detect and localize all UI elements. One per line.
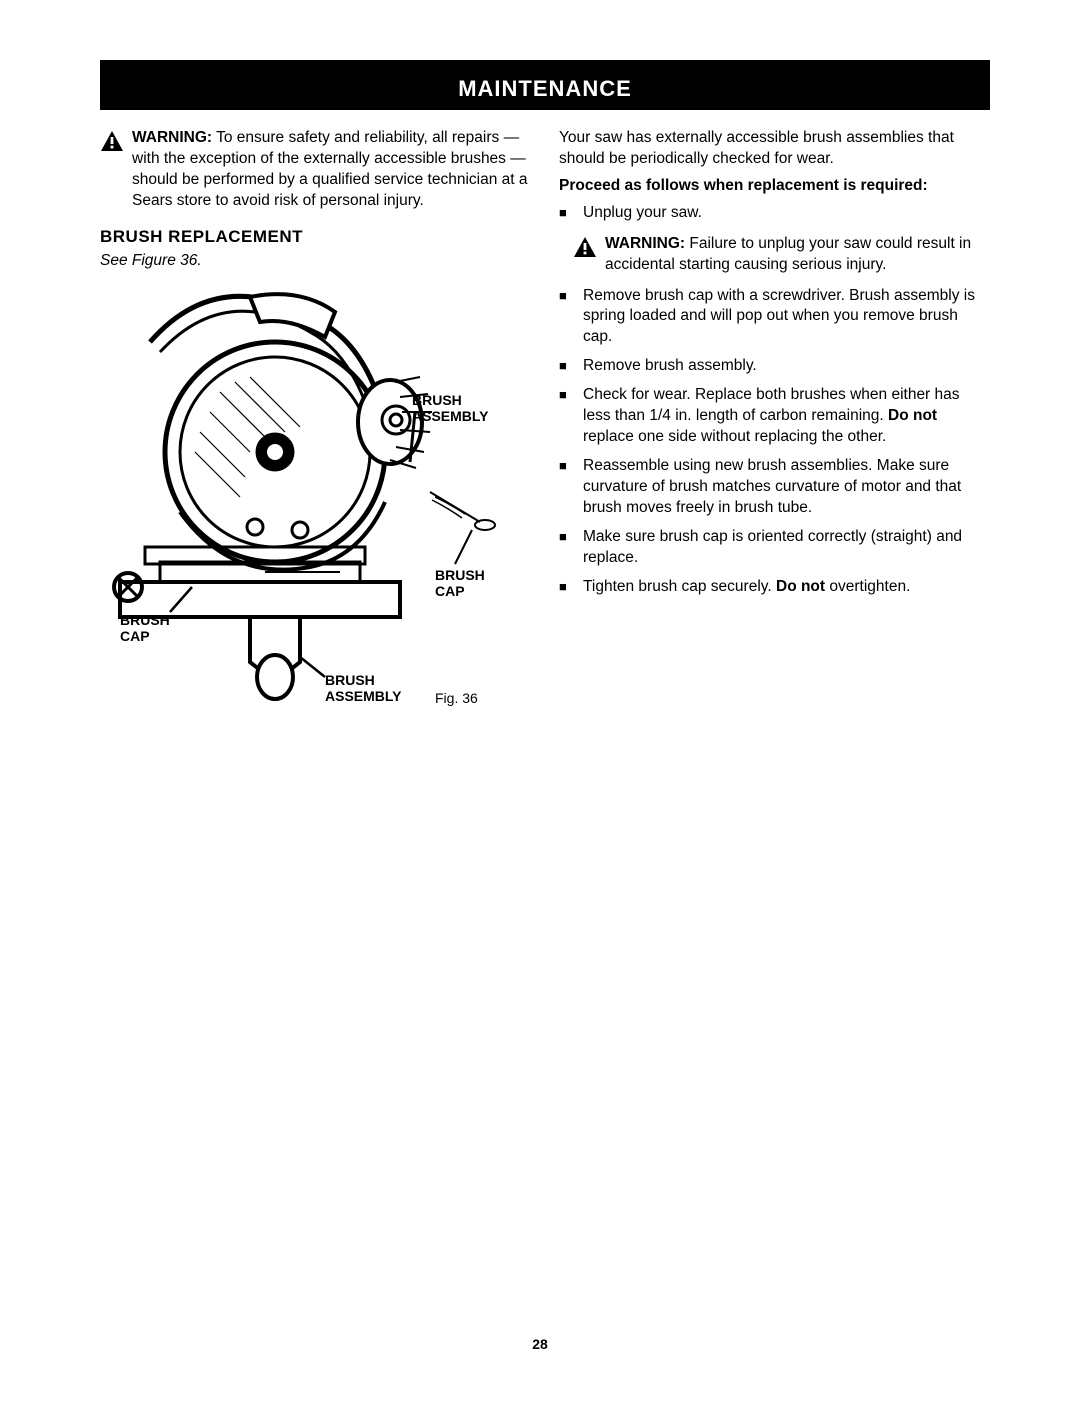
figure-number: Fig. 36 — [435, 690, 478, 706]
warning-inline-text: WARNING: Failure to unplug your saw coul… — [605, 234, 990, 276]
warning-label: WARNING: — [132, 129, 212, 146]
step-item: Tighten brush cap securely. Do not overt… — [559, 577, 990, 598]
label-brush-cap-left: BRUSH CAP — [120, 612, 170, 644]
brush-replacement-heading: BRUSH REPLACEMENT — [100, 226, 531, 249]
step-item: Reassemble using new brush assemblies. M… — [559, 456, 990, 519]
warning-inline-block: WARNING: Failure to unplug your saw coul… — [573, 234, 990, 276]
label-brush-assembly-bottom: BRUSH ASSEMBLY — [325, 672, 402, 704]
step-item: Remove brush cap with a screwdriver. Bru… — [559, 286, 990, 349]
warning-triangle-icon — [573, 236, 597, 258]
saw-illustration-svg — [100, 282, 500, 712]
step-list-1: Unplug your saw. — [559, 203, 990, 224]
page-content: MAINTENANCE WARNING: To ensure safety an… — [0, 0, 1080, 752]
step-unplug: Unplug your saw. — [559, 203, 990, 224]
two-column-layout: WARNING: To ensure safety and reliabilit… — [100, 128, 990, 712]
see-figure-reference: See Figure 36. — [100, 251, 531, 272]
step-list-2: Remove brush cap with a screwdriver. Bru… — [559, 286, 990, 598]
step-item: Remove brush assembly. — [559, 356, 990, 377]
warning-block: WARNING: To ensure safety and reliabilit… — [100, 128, 531, 212]
miter-saw-diagram: BRUSH ASSEMBLY BRUSH CAP BRUSH CAP BRUSH… — [100, 282, 500, 712]
proceed-heading: Proceed as follows when replacement is r… — [559, 176, 990, 197]
step-item: Check for wear. Replace both brushes whe… — [559, 385, 990, 448]
intro-text: Your saw has externally accessible brush… — [559, 128, 990, 170]
label-brush-assembly-top: BRUSH ASSEMBLY — [412, 392, 489, 424]
warning-text: WARNING: To ensure safety and reliabilit… — [132, 128, 531, 212]
label-brush-cap-right: BRUSH CAP — [435, 567, 485, 599]
section-banner: MAINTENANCE — [100, 60, 990, 110]
left-column: WARNING: To ensure safety and reliabilit… — [100, 128, 531, 712]
right-column: Your saw has externally accessible brush… — [559, 128, 990, 712]
warning-triangle-icon — [100, 130, 124, 152]
page-number: 28 — [0, 1336, 1080, 1352]
warning-label: WARNING: — [605, 235, 685, 252]
step-item: Make sure brush cap is oriented correctl… — [559, 527, 990, 569]
